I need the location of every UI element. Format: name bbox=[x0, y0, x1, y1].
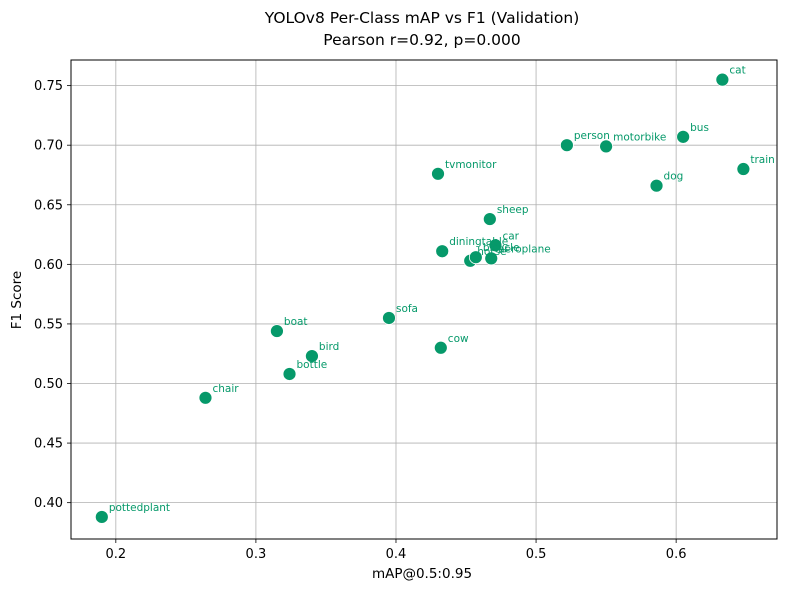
data-point bbox=[715, 72, 730, 87]
point-label: bird bbox=[319, 341, 339, 353]
data-point bbox=[736, 162, 751, 176]
y-tick-label: 0.75 bbox=[34, 79, 63, 94]
point-label: bicycle bbox=[483, 242, 520, 254]
x-tick-label: 0.2 bbox=[105, 547, 126, 562]
axis-ticks: 0.2 0.3 0.4 0.5 0.6 0.40 0.45 0.50 0.55 0.60 0.65 0… bbox=[34, 79, 686, 562]
y-tick-label: 0.70 bbox=[34, 139, 63, 154]
point-label: sofa bbox=[396, 303, 418, 315]
data-point bbox=[468, 250, 483, 265]
x-tick-label: 0.5 bbox=[526, 547, 547, 562]
data-point bbox=[431, 166, 445, 181]
point-label: train bbox=[750, 154, 774, 166]
x-tick-label: 0.4 bbox=[386, 547, 407, 562]
data-point bbox=[484, 251, 499, 266]
data-point bbox=[94, 510, 109, 524]
data-point bbox=[482, 212, 497, 226]
point-labels: pottedplant chair boat bottle bird sofa tvmoni… bbox=[109, 65, 775, 514]
y-tick-label: 0.50 bbox=[34, 377, 63, 392]
data-point bbox=[433, 340, 448, 355]
point-label: motorbike bbox=[613, 131, 666, 143]
data-point bbox=[305, 349, 319, 363]
x-axis-label: mAP@0.5:0.95 bbox=[372, 566, 472, 582]
chart-title: YOLOv8 Per-Class mAP vs F1 (Validation) bbox=[264, 9, 580, 27]
data-point bbox=[435, 244, 450, 259]
y-axis-label: F1 Score bbox=[9, 271, 25, 329]
data-point bbox=[649, 178, 664, 193]
point-label: sheep bbox=[497, 204, 529, 216]
point-label: chair bbox=[212, 383, 239, 395]
point-label: person bbox=[574, 130, 610, 142]
data-point bbox=[198, 390, 213, 405]
grid bbox=[71, 60, 777, 539]
data-points bbox=[94, 72, 751, 524]
point-label: pottedplant bbox=[109, 502, 170, 514]
y-tick-label: 0.60 bbox=[34, 258, 63, 273]
point-label: car bbox=[502, 230, 519, 242]
data-point bbox=[488, 238, 503, 253]
data-point bbox=[676, 129, 691, 144]
point-label: boat bbox=[284, 316, 308, 328]
point-label: bus bbox=[690, 122, 709, 134]
data-point bbox=[282, 367, 297, 381]
chart-subtitle: Pearson r=0.92, p=0.000 bbox=[323, 31, 520, 49]
point-label: bottle bbox=[297, 359, 328, 371]
y-tick-label: 0.55 bbox=[34, 317, 63, 332]
point-label: aeroplane bbox=[498, 243, 551, 255]
point-label: tvmonitor bbox=[445, 159, 497, 171]
data-point bbox=[599, 139, 614, 154]
data-point bbox=[382, 311, 396, 325]
data-point bbox=[270, 324, 284, 338]
point-label: diningtable bbox=[449, 236, 508, 248]
point-label: horse bbox=[477, 246, 506, 258]
y-tick-label: 0.45 bbox=[34, 437, 63, 452]
data-point bbox=[559, 138, 574, 153]
x-tick-label: 0.6 bbox=[666, 547, 687, 562]
y-tick-label: 0.40 bbox=[34, 496, 63, 511]
y-tick-label: 0.65 bbox=[34, 198, 63, 213]
point-label: cow bbox=[448, 333, 469, 345]
plot-area bbox=[70, 59, 778, 540]
x-tick-label: 0.3 bbox=[246, 547, 267, 562]
point-label: dog bbox=[664, 171, 684, 183]
point-label: cat bbox=[729, 65, 745, 77]
